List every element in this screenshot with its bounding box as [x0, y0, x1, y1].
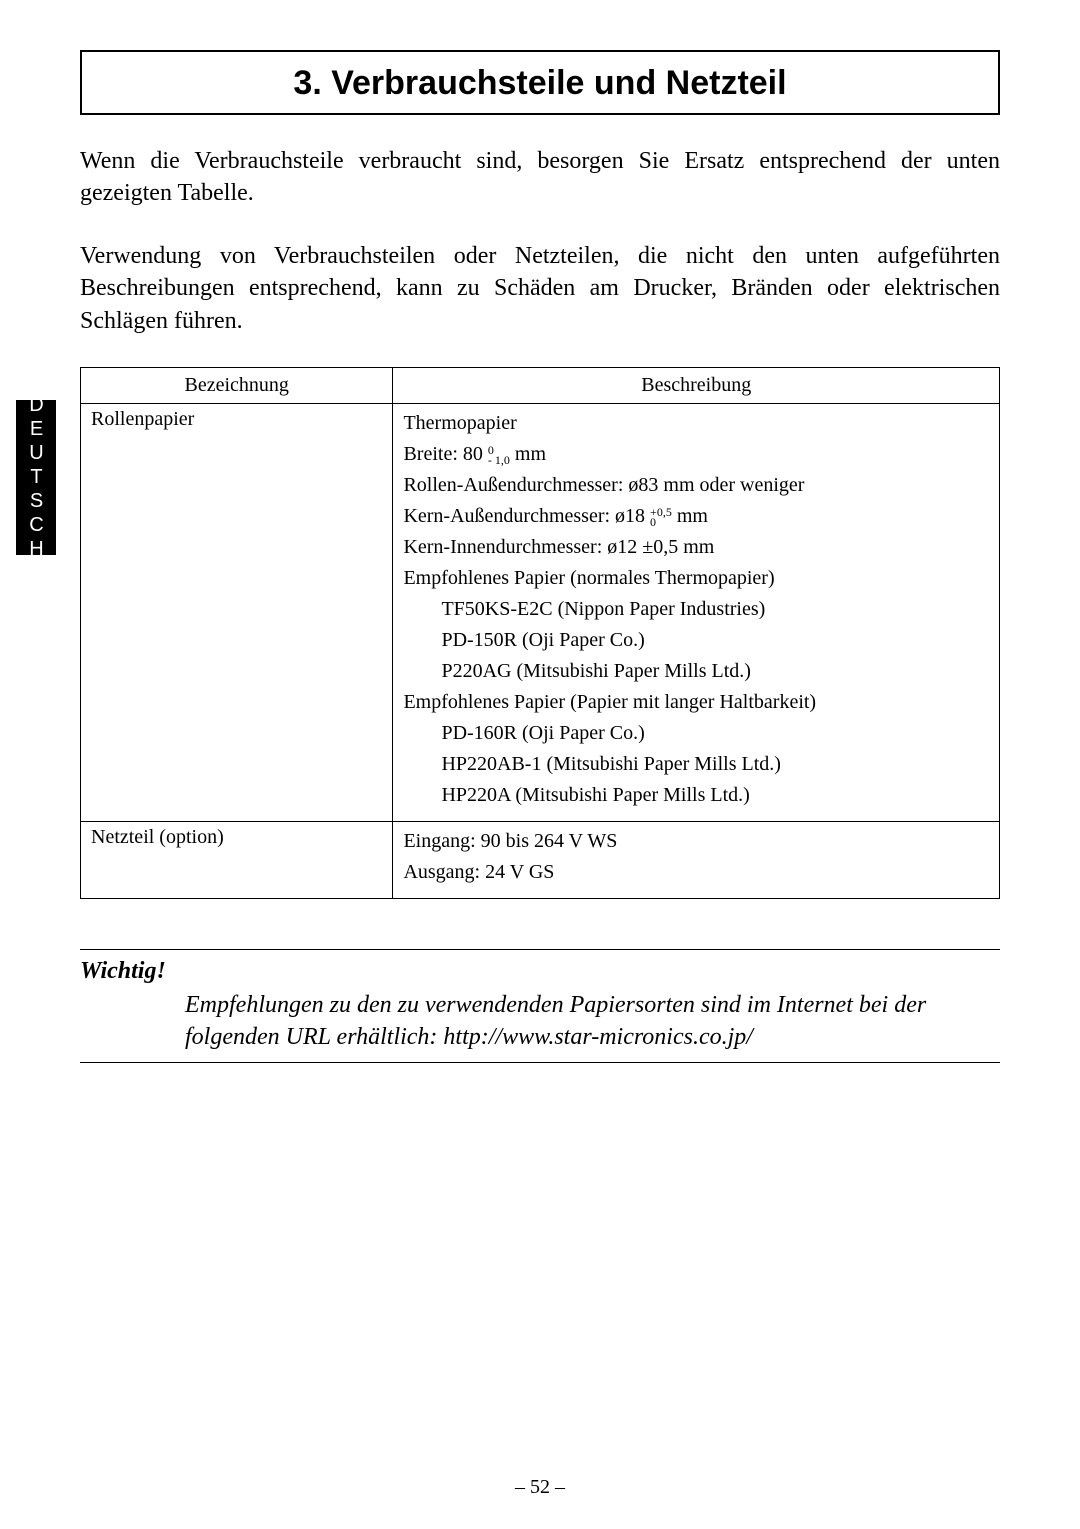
tolerance-stack: 0- 1,0 [488, 445, 510, 467]
note-heading: Wichtig! [80, 958, 1000, 985]
tolerance-stack: +0,50 [650, 507, 672, 529]
desc-line: Eingang: 90 bis 264 V WS [403, 828, 989, 855]
desc-line: HP220A (Mitsubishi Paper Mills Ltd.) [403, 782, 989, 809]
page-title: 3. Verbrauchsteile und Netzteil [82, 52, 998, 113]
desc-line: PD-160R (Oji Paper Co.) [403, 720, 989, 747]
table-row: Rollenpapier Thermopapier Breite: 80 0- 1,… [81, 403, 1000, 821]
note-rule-top [80, 949, 1000, 950]
specification-table: Bezeichnung Beschreibung RollenpapierThe… [80, 367, 1000, 899]
table-header-name: Bezeichnung [81, 367, 393, 403]
desc-line: Breite: 80 0- 1,0 mm [403, 441, 989, 468]
desc-line: PD-150R (Oji Paper Co.) [403, 627, 989, 654]
title-frame: 3. Verbrauchsteile und Netzteil [80, 50, 1000, 115]
table-cell-name: Netzteil (option) [81, 821, 393, 898]
desc-line: Empfohlenes Papier (normales Thermopapie… [403, 565, 989, 592]
desc-line: Rollen-Außendurchmesser: ø83 mm oder wen… [403, 472, 989, 499]
desc-line: TF50KS-E2C (Nippon Paper Industries) [403, 596, 989, 623]
table-header-row: Bezeichnung Beschreibung [81, 367, 1000, 403]
table-row: Netzteil (option)Eingang: 90 bis 264 V W… [81, 821, 1000, 898]
desc-line: P220AG (Mitsubishi Paper Mills Ltd.) [403, 658, 989, 685]
important-note: Wichtig! Empfehlungen zu den zu verwende… [80, 949, 1000, 1063]
table-header-desc: Beschreibung [393, 367, 1000, 403]
table-cell-name: Rollenpapier [81, 403, 393, 821]
desc-line: HP220AB-1 (Mitsubishi Paper Mills Ltd.) [403, 751, 989, 778]
page-number: – 52 – [0, 1476, 1080, 1499]
note-rule-bottom [80, 1062, 1000, 1063]
table-cell-desc: Thermopapier Breite: 80 0- 1,0 mm Rollen-A… [393, 403, 1000, 821]
desc-line: Ausgang: 24 V GS [403, 859, 989, 886]
desc-line: Empfohlenes Papier (Papier mit langer Ha… [403, 689, 989, 716]
desc-line: Kern-Außendurchmesser: ø18 +0,50 mm [403, 503, 989, 530]
desc-line: Kern-Innendurchmesser: ø12 ±0,5 mm [403, 534, 989, 561]
desc-line: Thermopapier [403, 410, 989, 437]
language-tab: DEUTSCH [16, 400, 56, 555]
note-body: Empfehlungen zu den zu verwendenden Papi… [80, 989, 1000, 1054]
table-cell-desc: Eingang: 90 bis 264 V WS Ausgang: 24 V GS [393, 821, 1000, 898]
intro-paragraph-2: Verwendung von Verbrauchsteilen oder Net… [80, 240, 1000, 337]
intro-paragraph-1: Wenn die Verbrauchsteile verbraucht sind… [80, 145, 1000, 210]
